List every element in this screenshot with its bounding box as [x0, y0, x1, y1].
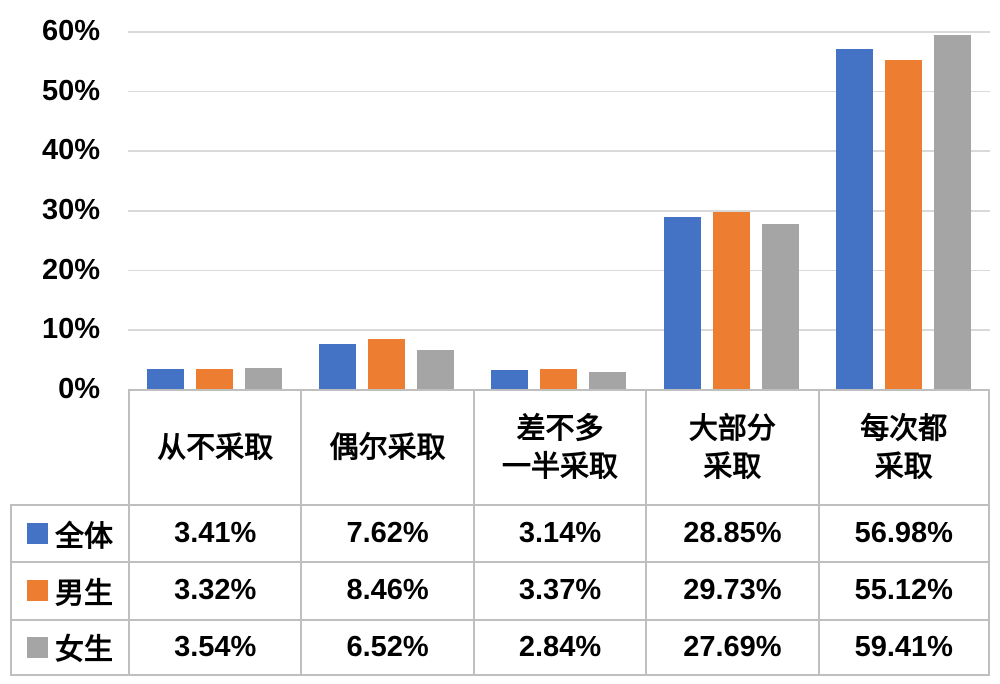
- legend-label: 男生: [54, 577, 113, 610]
- category-header-差不多一半采取: 差不多 一半采取: [472, 389, 646, 504]
- y-axis-tick-label: 40%: [41, 134, 100, 167]
- y-axis-tick-label: 0%: [58, 373, 100, 405]
- bar-group-每次都采取: [818, 31, 990, 389]
- value-cell-男生-每次都采取: 55.12%: [817, 561, 990, 619]
- bar-女生-从不采取: [244, 367, 282, 389]
- value-cell-全体-从不采取: 3.41%: [128, 504, 301, 562]
- bar-男生-偶尔采取: [368, 338, 406, 389]
- value-cell-女生-大部分采取: 27.69%: [645, 618, 818, 676]
- gridline-30%: [128, 210, 990, 212]
- bar-全体-差不多一半采取: [491, 370, 529, 389]
- bar-女生-偶尔采取: [417, 350, 455, 389]
- value-cell-女生-差不多一半采取: 2.84%: [472, 618, 646, 676]
- bar-女生-大部分采取: [761, 223, 799, 389]
- legend-label: 全体: [54, 520, 113, 553]
- category-header-line: 从不采取: [157, 431, 274, 464]
- bar-男生-大部分采取: [712, 211, 750, 389]
- bar-男生-每次都采取: [885, 60, 923, 389]
- value-cell-全体-差不多一半采取: 3.14%: [472, 504, 646, 562]
- value-cell-女生-每次都采取: 59.41%: [817, 618, 990, 676]
- y-axis-tick-label: 50%: [41, 74, 100, 107]
- bar-group-差不多一半采取: [473, 31, 645, 389]
- category-header-每次都采取: 每次都 采取: [817, 389, 990, 504]
- legend-key-全体: [26, 523, 48, 545]
- bar-全体-从不采取: [146, 368, 184, 389]
- category-header-line: 采取: [703, 450, 762, 483]
- category-header-line: 偶尔采取: [329, 431, 446, 464]
- gridline-20%: [128, 269, 990, 272]
- bar-group-偶尔采取: [300, 31, 472, 389]
- value-cell-男生-差不多一半采取: 3.37%: [472, 561, 646, 619]
- gridline-50%: [128, 90, 990, 93]
- bar-女生-差不多一半采取: [589, 372, 627, 389]
- legend-key-男生: [26, 580, 48, 602]
- category-header-line: 差不多: [516, 412, 604, 445]
- value-cell-全体-偶尔采取: 7.62%: [300, 504, 473, 562]
- value-cell-全体-大部分采取: 28.85%: [645, 504, 818, 562]
- value-cell-男生-从不采取: 3.32%: [128, 561, 301, 619]
- bar-女生-每次都采取: [934, 34, 972, 389]
- table-corner-cell: [10, 389, 128, 504]
- gridline-40%: [128, 150, 990, 152]
- legend-row-男生: 男生: [10, 561, 128, 619]
- y-axis-tick-label: 10%: [41, 313, 100, 346]
- value-cell-女生-从不采取: 3.54%: [128, 618, 301, 676]
- bar-group-从不采取: [128, 31, 300, 389]
- gridline-10%: [128, 329, 990, 331]
- legend-key-女生: [26, 636, 48, 658]
- category-header-line: 一半采取: [501, 450, 618, 483]
- category-header-大部分采取: 大部分 采取: [645, 389, 818, 504]
- data-table: 从不采取 偶尔采取 差不多 一半采取 大部分 采取 每次都 采取 全体 3.41% 7.62% 3.1…: [10, 389, 990, 676]
- category-header-line: 每次都: [860, 412, 948, 445]
- plot-area: [128, 31, 990, 389]
- value-cell-全体-每次都采取: 56.98%: [817, 504, 990, 562]
- y-axis-tick-label: 60%: [41, 15, 100, 47]
- bar-group-大部分采取: [645, 31, 817, 389]
- y-axis-tick-label: 30%: [41, 194, 100, 226]
- value-cell-女生-偶尔采取: 6.52%: [300, 618, 473, 676]
- category-header-line: 大部分: [688, 412, 776, 445]
- legend-row-女生: 女生: [10, 618, 128, 676]
- value-cell-男生-偶尔采取: 8.46%: [300, 561, 473, 619]
- category-header-从不采取: 从不采取: [128, 389, 301, 504]
- bar-全体-每次都采取: [836, 49, 874, 389]
- bar-全体-偶尔采取: [319, 343, 357, 389]
- bar-男生-差不多一半采取: [540, 368, 578, 389]
- value-cell-男生-大部分采取: 29.73%: [645, 561, 818, 619]
- bar-全体-大部分采取: [663, 216, 701, 389]
- y-axis-tick-label: 20%: [41, 253, 100, 286]
- bar-男生-从不采取: [195, 369, 233, 389]
- category-header-偶尔采取: 偶尔采取: [300, 389, 473, 504]
- gridline-60%: [128, 31, 990, 33]
- category-header-line: 采取: [874, 450, 933, 483]
- legend-row-全体: 全体: [10, 504, 128, 562]
- legend-label: 女生: [54, 634, 113, 667]
